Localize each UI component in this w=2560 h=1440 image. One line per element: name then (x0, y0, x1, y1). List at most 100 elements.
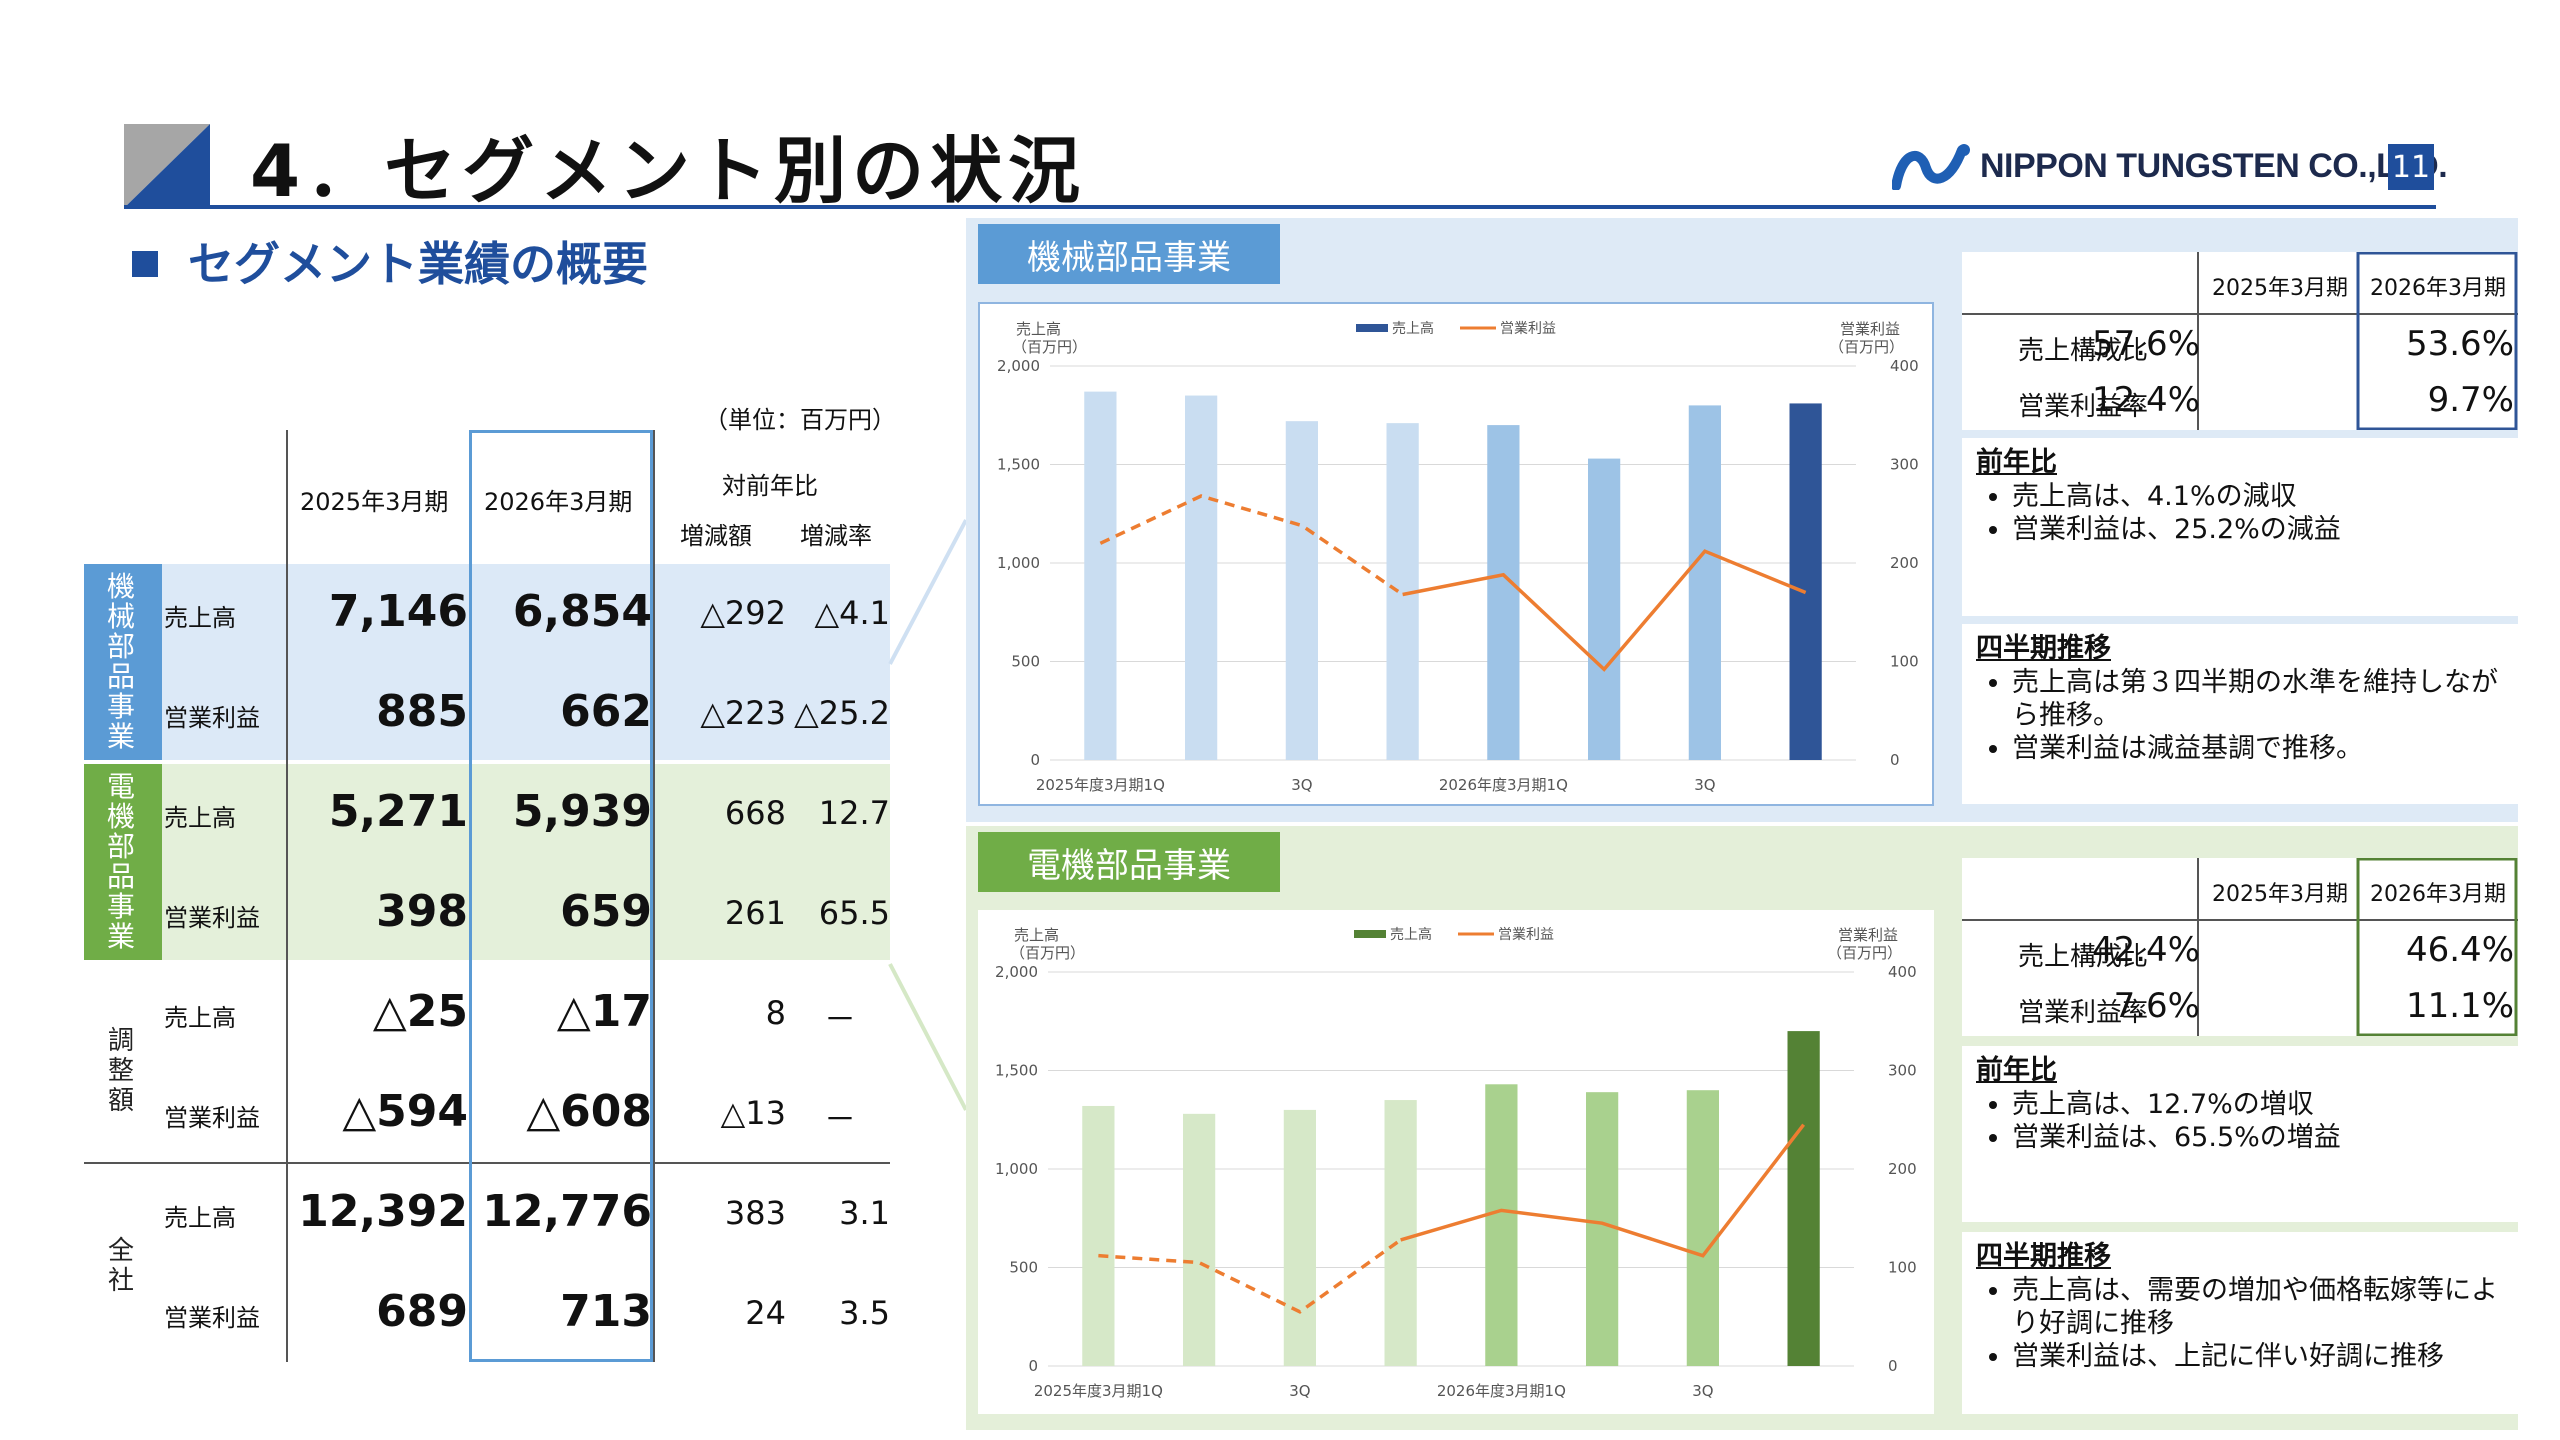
value-diff: 261 (724, 894, 786, 932)
value-diff: 668 (724, 794, 786, 832)
value-prev: 12,392 (298, 1186, 468, 1237)
page-title: 4．セグメント別の状況 (250, 129, 1087, 213)
x-tick-label: 2026年度3月期1Q (1439, 776, 1568, 794)
row-label: 営業利益 (164, 904, 260, 932)
y-right-axis-title: 営業利益 (1840, 320, 1900, 338)
bar (1787, 1031, 1820, 1366)
y-left-tick-label: 0 (1030, 751, 1040, 769)
company-logo: NIPPON TUNGSTEN CO.,LTD. (1892, 142, 2448, 190)
legend-bar-swatch (1356, 324, 1388, 332)
x-tick-label: 3Q (1291, 776, 1312, 794)
value-curr: 9.7% (2427, 380, 2514, 420)
note-item: 営業利益は、上記に伴い好調に推移 (2012, 1340, 2504, 1373)
y-right-tick-label: 100 (1888, 1259, 1917, 1277)
bar (1588, 458, 1621, 760)
value-prev: 689 (376, 1286, 468, 1337)
value-rate: △25.2 (794, 694, 890, 732)
mech-segment-cell (84, 564, 162, 760)
value-curr: △608 (526, 1086, 652, 1137)
note-item: 営業利益は、25.2%の減益 (2012, 513, 2504, 546)
value-curr: 12,776 (482, 1186, 652, 1237)
value-prev: △594 (342, 1086, 468, 1137)
y-right-tick-label: 400 (1890, 357, 1919, 375)
bar (1283, 1109, 1316, 1366)
bar (1485, 1084, 1518, 1366)
value-curr: 6,854 (512, 586, 652, 637)
value-prev: 12.4% (2091, 380, 2200, 420)
elec-ratio-table: 2025年3月期 2026年3月期 売上構成比 42.4% 46.4% 営業利益… (1962, 858, 2518, 1036)
row-label: 売上高 (164, 604, 236, 632)
y-left-tick-label: 0 (1028, 1357, 1038, 1375)
col-curr: 2026年3月期 (2370, 276, 2506, 301)
note-heading: 四半期推移 (1976, 1241, 2111, 1272)
legend-label: 売上高 (1392, 320, 1434, 337)
row-label: 営業利益率 (2018, 998, 2149, 1028)
y-left-tick-label: 1,000 (997, 554, 1040, 572)
unit-note: （単位：百万円） (704, 406, 896, 434)
segment-label-mech: 機械部品事業 (106, 570, 135, 753)
value-prev: 398 (376, 886, 468, 937)
value-rate: △4.1 (814, 594, 891, 632)
table-divider (653, 430, 655, 1362)
y-left-tick-label: 1,000 (995, 1160, 1038, 1178)
y-left-axis-title: 売上高 (1014, 926, 1059, 944)
x-tick-label: 2025年度3月期1Q (1036, 776, 1165, 794)
y-left-tick-label: 500 (1011, 653, 1040, 671)
y-left-axis-unit: （百万円） (1010, 944, 1085, 962)
bar (1384, 1100, 1417, 1366)
note-heading: 四半期推移 (1976, 633, 2111, 664)
profit-line-prev-year (1098, 1238, 1402, 1314)
value-rate: 3.1 (839, 1194, 890, 1232)
value-prev: 7,146 (328, 586, 468, 637)
legend-label: 営業利益 (1500, 321, 1556, 337)
elec-chart-svg: 05001,0001,5002,0000100200300400売上高（百万円）… (995, 926, 1917, 1400)
elec-yoy-note: 前年比 売上高は、12.7%の増収 営業利益は、65.5%の増益 (1962, 1046, 2518, 1222)
y-right-tick-label: 300 (1888, 1062, 1917, 1080)
value-rate: － (823, 1100, 856, 1138)
bar (1185, 395, 1218, 760)
y-right-tick-label: 400 (1888, 963, 1917, 981)
col-header-prev: 2025年3月期 (300, 488, 449, 516)
value-diff: △223 (700, 694, 786, 732)
value-diff: 8 (765, 994, 786, 1032)
y-right-tick-label: 200 (1890, 554, 1919, 572)
bar (1082, 1105, 1115, 1366)
col-prev: 2025年3月期 (2212, 276, 2348, 301)
row-label: 営業利益 (164, 1304, 260, 1332)
company-logo-icon (1892, 144, 1970, 190)
note-item: 営業利益は、65.5%の増益 (2012, 1121, 2504, 1154)
value-prev: 885 (376, 686, 468, 737)
mech-ratio-table: 2025年3月期 2026年3月期 売上構成比 57.6% 53.6% 営業利益… (1962, 252, 2518, 430)
segment-label-adjust: 調整額 (107, 1026, 134, 1116)
bar (1586, 1092, 1619, 1366)
mech-chart: 0 500 1,000 1,500 2,000 0 100 200 300 400 売上高 （百万円）… (978, 302, 1934, 806)
y-left-tick-label: 1,500 (995, 1062, 1038, 1080)
elec-quarterly-note: 四半期推移 売上高は、需要の増加や価格転嫁等により好調に推移 営業利益は、上記に… (1962, 1232, 2518, 1414)
mech-yoy-note: 前年比 売上高は、4.1%の減収 営業利益は、25.2%の減益 (1962, 438, 2518, 616)
value-curr: 46.4% (2405, 930, 2514, 970)
y-right-tick-label: 0 (1888, 1357, 1898, 1375)
value-rate: － (823, 1000, 856, 1038)
mech-row-band (84, 564, 890, 760)
value-diff: 24 (745, 1294, 786, 1332)
value-prev: 5,271 (328, 786, 468, 837)
value-rate: 65.5 (818, 894, 890, 932)
value-prev: 42.4% (2091, 930, 2200, 970)
row-label: 営業利益 (164, 1104, 260, 1132)
value-curr: 11.1% (2405, 986, 2514, 1026)
y-left-tick-label: 1,500 (997, 456, 1040, 474)
value-rate: 3.5 (839, 1294, 890, 1332)
table-divider (286, 430, 288, 1362)
bar (1789, 403, 1822, 760)
col-curr: 2026年3月期 (2370, 882, 2506, 907)
col-header-rate: 増減率 (800, 522, 872, 550)
col-header-yoy: 対前年比 (722, 472, 818, 500)
table-divider (84, 1162, 890, 1164)
y-left-tick-label: 2,000 (995, 963, 1038, 981)
profit-line-prev-year (1099, 494, 1404, 596)
value-curr: 713 (560, 1286, 652, 1337)
value-prev: 57.6% (2091, 324, 2200, 364)
value-diff: △13 (720, 1094, 786, 1132)
y-right-tick-label: 300 (1890, 456, 1919, 474)
